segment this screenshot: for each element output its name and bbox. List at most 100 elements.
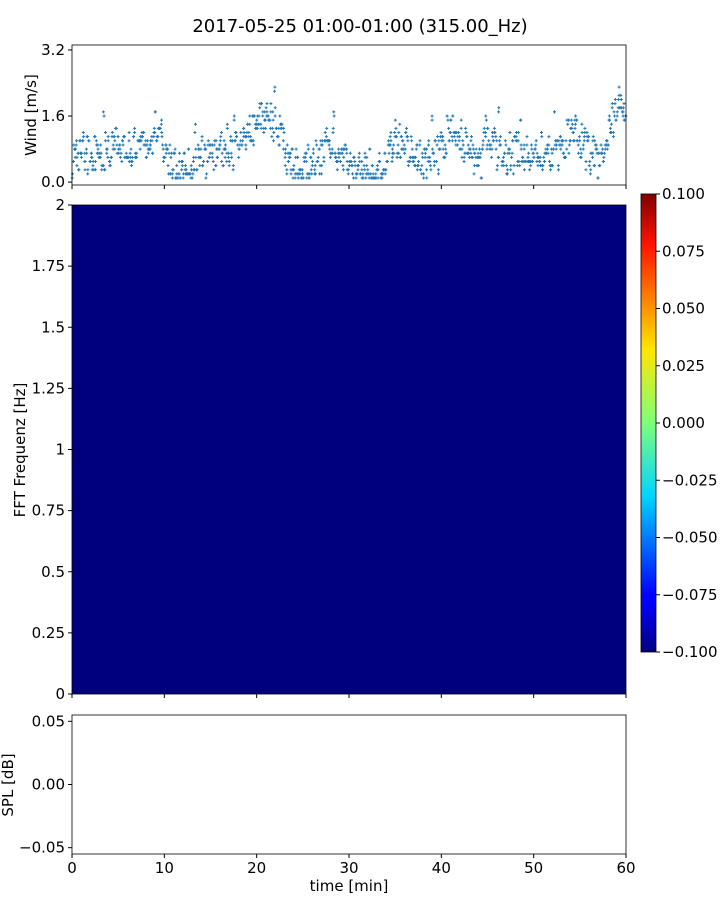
wind-point	[227, 159, 231, 163]
wind-point	[86, 168, 90, 172]
wind-point	[383, 151, 387, 155]
wind-point	[81, 139, 85, 143]
wind-point	[509, 168, 513, 172]
wind-point	[580, 131, 584, 135]
wind-point	[248, 114, 252, 118]
wind-point	[551, 147, 555, 151]
wind-point	[610, 102, 614, 106]
wind-point	[346, 168, 350, 172]
wind-point	[406, 164, 410, 168]
wind-point	[148, 147, 152, 151]
wind-point	[516, 139, 520, 143]
wind-point	[127, 139, 131, 143]
wind-point	[110, 131, 114, 135]
wind-point	[292, 168, 296, 172]
wind-point	[514, 135, 518, 139]
wind-point	[444, 147, 448, 151]
wind-point	[447, 139, 451, 143]
wind-point	[522, 143, 526, 147]
wind-point	[610, 106, 614, 110]
wind-point	[547, 135, 551, 139]
wind-point	[477, 147, 481, 151]
spl-frame	[71, 714, 627, 855]
wind-point	[223, 147, 227, 151]
wind-point	[462, 159, 466, 163]
wind-point	[408, 159, 412, 163]
wind-point	[203, 147, 207, 151]
wind-point	[560, 143, 564, 147]
wind-point	[599, 143, 603, 147]
wind-point	[127, 131, 131, 135]
wind-point	[612, 110, 616, 114]
wind-point	[113, 139, 117, 143]
wind-point	[169, 155, 173, 159]
wind-point	[529, 143, 533, 147]
wind-point	[525, 135, 529, 139]
spectrogram-axes: FFT Frequenz [Hz] 0 0.25 0.5 0.75 1 1.25 1.5 1.…	[11, 196, 627, 703]
wind-point	[469, 151, 473, 155]
wind-point	[593, 139, 597, 143]
wind-point	[288, 155, 292, 159]
wind-point	[332, 114, 336, 118]
wind-point	[81, 131, 85, 135]
wind-point	[184, 168, 188, 172]
wind-point	[103, 168, 107, 172]
wind-point	[499, 135, 503, 139]
wind-point	[585, 131, 589, 135]
wind-point	[466, 143, 470, 147]
wind-point	[244, 147, 248, 151]
wind-point	[311, 159, 315, 163]
wind-point	[519, 147, 523, 151]
wind-point	[436, 172, 440, 176]
wind-point	[427, 139, 431, 143]
wind-point	[390, 159, 394, 163]
wind-point	[403, 147, 407, 151]
wind-point	[460, 147, 464, 151]
wind-point	[596, 176, 600, 180]
wind-point	[613, 102, 617, 106]
wind-point	[270, 135, 274, 139]
wind-point	[194, 155, 198, 159]
wind-point	[361, 172, 365, 176]
wind-point	[133, 131, 137, 135]
wind-point	[484, 131, 488, 135]
wind-point	[164, 151, 168, 155]
wind-ytick-label: 3.2	[41, 41, 65, 59]
wind-point	[233, 139, 237, 143]
wind-point	[487, 139, 491, 143]
wind-point	[316, 155, 320, 159]
wind-point	[314, 139, 318, 143]
wind-point	[175, 164, 179, 168]
colorbar-tick-label: −0.025	[662, 471, 718, 489]
wind-point	[602, 155, 606, 159]
wind-point	[242, 131, 246, 135]
wind-point	[583, 126, 587, 130]
wind-point	[492, 139, 496, 143]
wind-point	[471, 155, 475, 159]
spectrogram-ytick-label: 0.75	[32, 502, 65, 520]
wind-point	[485, 147, 489, 151]
wind-point	[166, 164, 170, 168]
wind-point	[357, 151, 361, 155]
wind-point	[360, 159, 364, 163]
wind-point	[139, 139, 143, 143]
wind-point	[216, 155, 220, 159]
wind-point	[430, 114, 434, 118]
wind-point	[459, 118, 463, 122]
wind-point	[206, 159, 210, 163]
wind-point	[546, 151, 550, 155]
wind-point	[608, 126, 612, 130]
wind-point	[622, 102, 626, 106]
wind-point	[135, 151, 139, 155]
wind-point	[304, 159, 308, 163]
wind-point	[547, 143, 551, 147]
wind-point	[130, 159, 134, 163]
wind-point	[160, 118, 164, 122]
wind-point	[499, 143, 503, 147]
wind-point	[519, 143, 523, 147]
wind-point	[248, 122, 252, 126]
wind-point	[180, 168, 184, 172]
wind-point	[344, 143, 348, 147]
wind-point	[265, 102, 269, 106]
wind-point	[613, 98, 617, 102]
